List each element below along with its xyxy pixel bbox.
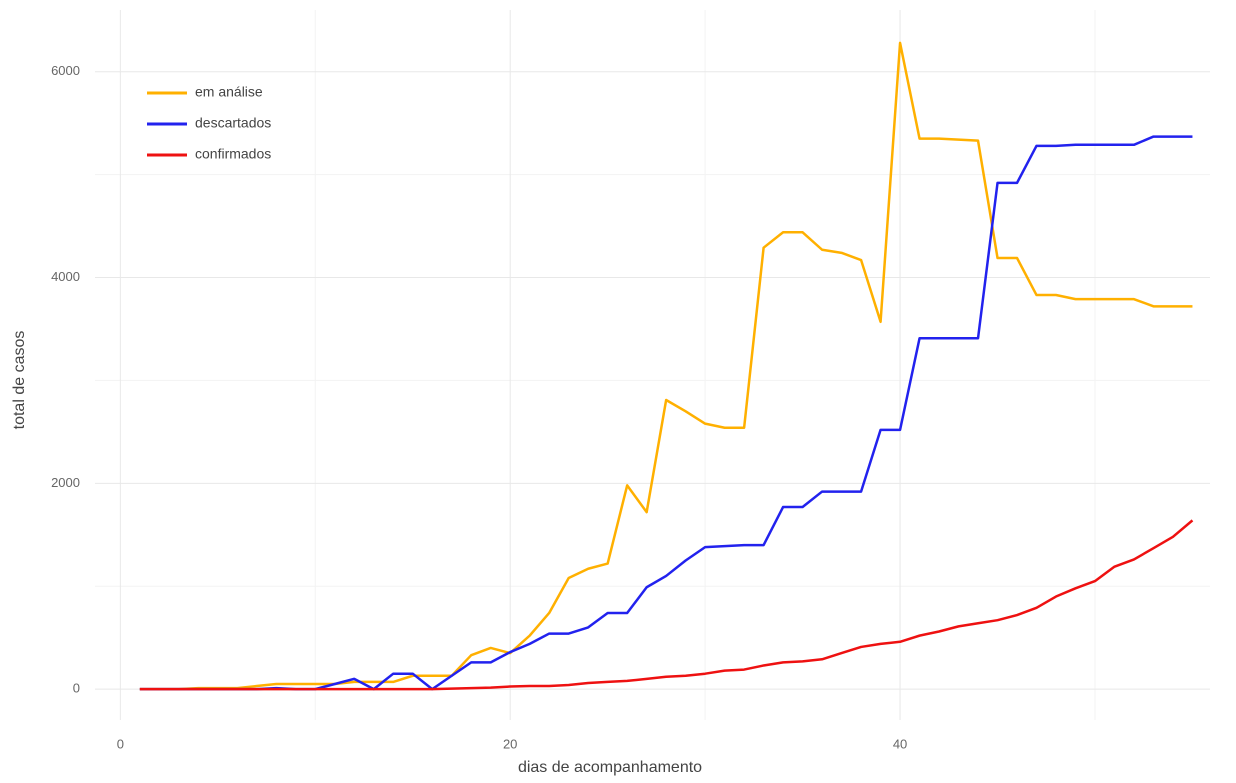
- y-axis-label: total de casos: [11, 331, 28, 430]
- y-tick-label: 4000: [51, 269, 80, 284]
- y-tick-label: 2000: [51, 475, 80, 490]
- y-tick-label: 6000: [51, 63, 80, 78]
- legend-label: em análise: [195, 84, 263, 100]
- series-line: [139, 41, 1193, 691]
- legend-label: confirmados: [195, 146, 271, 162]
- y-tick-label: 0: [73, 681, 80, 696]
- x-axis-label: dias de acompanhamento: [518, 759, 702, 776]
- legend-label: descartados: [195, 115, 271, 131]
- x-tick-label: 0: [117, 736, 124, 751]
- x-tick-label: 40: [893, 736, 907, 751]
- series-line: [139, 135, 1193, 691]
- x-tick-label: 20: [503, 736, 517, 751]
- series-line: [139, 519, 1194, 691]
